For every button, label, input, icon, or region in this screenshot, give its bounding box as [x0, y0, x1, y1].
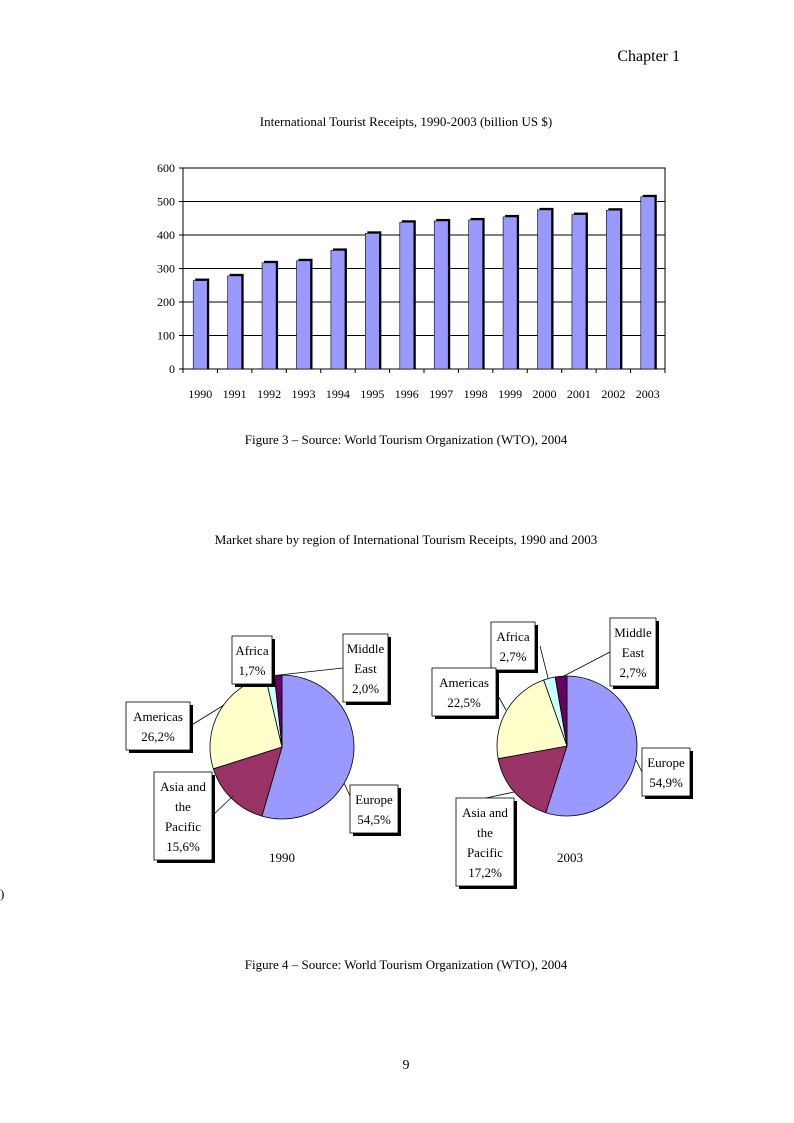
label-box	[490, 621, 536, 671]
leader-line	[278, 667, 344, 676]
label-box	[431, 667, 497, 717]
x-tick-label: 1999	[498, 387, 522, 401]
pie-slice	[212, 746, 283, 817]
pie-slice	[545, 675, 638, 817]
label-box	[609, 617, 657, 687]
pie-charts-title: Market share by region of International …	[214, 532, 598, 547]
leader-line	[343, 782, 351, 797]
label-box	[349, 784, 399, 834]
leader-line	[189, 704, 225, 727]
slice-name-label: Americas	[133, 709, 183, 724]
bar	[296, 260, 311, 370]
x-tick-label: 2002	[601, 387, 625, 401]
slice-value-label: 54,5%	[357, 812, 391, 827]
pie-year-label: 2003	[557, 850, 583, 865]
pie-slice	[496, 679, 568, 760]
label-box	[231, 635, 273, 685]
y-tick-label: 100	[157, 329, 175, 343]
slice-value-label: 1,7%	[238, 663, 265, 678]
x-tick-label: 2000	[533, 387, 557, 401]
slice-name-label: Middle East	[614, 625, 652, 660]
x-tick-label: 1991	[223, 387, 247, 401]
bar	[433, 220, 449, 370]
label-box	[455, 797, 515, 887]
leader-line	[485, 791, 515, 799]
bar	[227, 275, 242, 370]
label-box	[342, 633, 389, 703]
label-box	[125, 701, 191, 751]
bar-chart-title: International Tourist Receipts, 1990-200…	[259, 114, 553, 129]
slice-value-label: 2,7%	[499, 649, 526, 664]
pie-slice	[554, 675, 568, 747]
y-tick-label: 300	[157, 262, 175, 276]
slice-value-label: 22,5%	[447, 695, 481, 710]
leader-line	[211, 795, 234, 817]
x-tick-label: 1992	[257, 387, 281, 401]
slice-name-label: Americas	[439, 675, 489, 690]
pie-slice	[497, 745, 568, 814]
bar	[399, 221, 415, 370]
bar	[365, 233, 380, 370]
x-tick-label: 2001	[567, 387, 591, 401]
slice-name-label: Europe	[355, 792, 393, 807]
pie-charts: Africa 1,7% Middle East 2,0% Americas 26,2% Asi…	[125, 617, 693, 889]
leader-line	[561, 651, 611, 678]
x-tick-label: 1996	[395, 387, 419, 401]
pie-slice	[261, 674, 355, 820]
slice-value-label: 15,6%	[166, 839, 200, 854]
x-tick-label: 1994	[326, 387, 350, 401]
bar	[192, 280, 208, 370]
x-tick-label: 1998	[464, 387, 488, 401]
bar	[606, 209, 621, 370]
bar	[468, 219, 483, 370]
slice-value-label: 17,2%	[468, 865, 502, 880]
x-tick-label: 2003	[636, 387, 660, 401]
slice-name-label: Asia and the Pacific	[462, 805, 508, 860]
y-tick-label: 400	[157, 228, 175, 242]
bar	[261, 262, 277, 370]
slice-name-label: Africa	[496, 629, 529, 644]
page-number: 9	[402, 1058, 410, 1073]
figure-3-caption: Figure 3 – Source: World Tourism Organiz…	[244, 432, 568, 447]
figure-4-caption: Figure 4 – Source: World Tourism Organiz…	[244, 957, 568, 972]
bar	[571, 214, 587, 370]
bar-chart: 0 100 200 300 400 500 600 1990 1991 1992 1993 1994 1…	[157, 161, 666, 401]
slice-name-label: Africa	[235, 643, 268, 658]
margin-mark: )	[0, 886, 5, 901]
slice-value-label: 54,9%	[649, 775, 683, 790]
y-tick-label: 600	[157, 161, 175, 175]
slice-value-label: 2,7%	[619, 665, 646, 680]
bar	[330, 250, 346, 370]
y-tick-label: 0	[169, 362, 175, 376]
bar	[640, 196, 656, 370]
leader-line	[635, 759, 643, 773]
x-tick-label: 1990	[188, 387, 212, 401]
label-box	[153, 771, 213, 861]
x-tick-label: 1995	[360, 387, 384, 401]
x-tick-label: 1993	[292, 387, 316, 401]
pie-year-label: 1990	[269, 850, 295, 865]
x-tick-label: 1997	[429, 387, 453, 401]
y-tick-label: 500	[157, 195, 175, 209]
bar	[502, 216, 518, 370]
bar	[537, 209, 552, 370]
slice-name-label: Europe	[647, 755, 685, 770]
label-box	[641, 747, 691, 797]
slice-name-label: Asia and the Pacific	[160, 779, 206, 834]
slice-value-label: 26,2%	[141, 729, 175, 744]
chapter-header: Chapter 1	[617, 48, 680, 65]
leader-line	[539, 645, 549, 679]
slice-value-label: 2,0%	[352, 681, 379, 696]
slice-name-label: Middle East	[347, 641, 385, 676]
y-tick-label: 200	[157, 295, 175, 309]
